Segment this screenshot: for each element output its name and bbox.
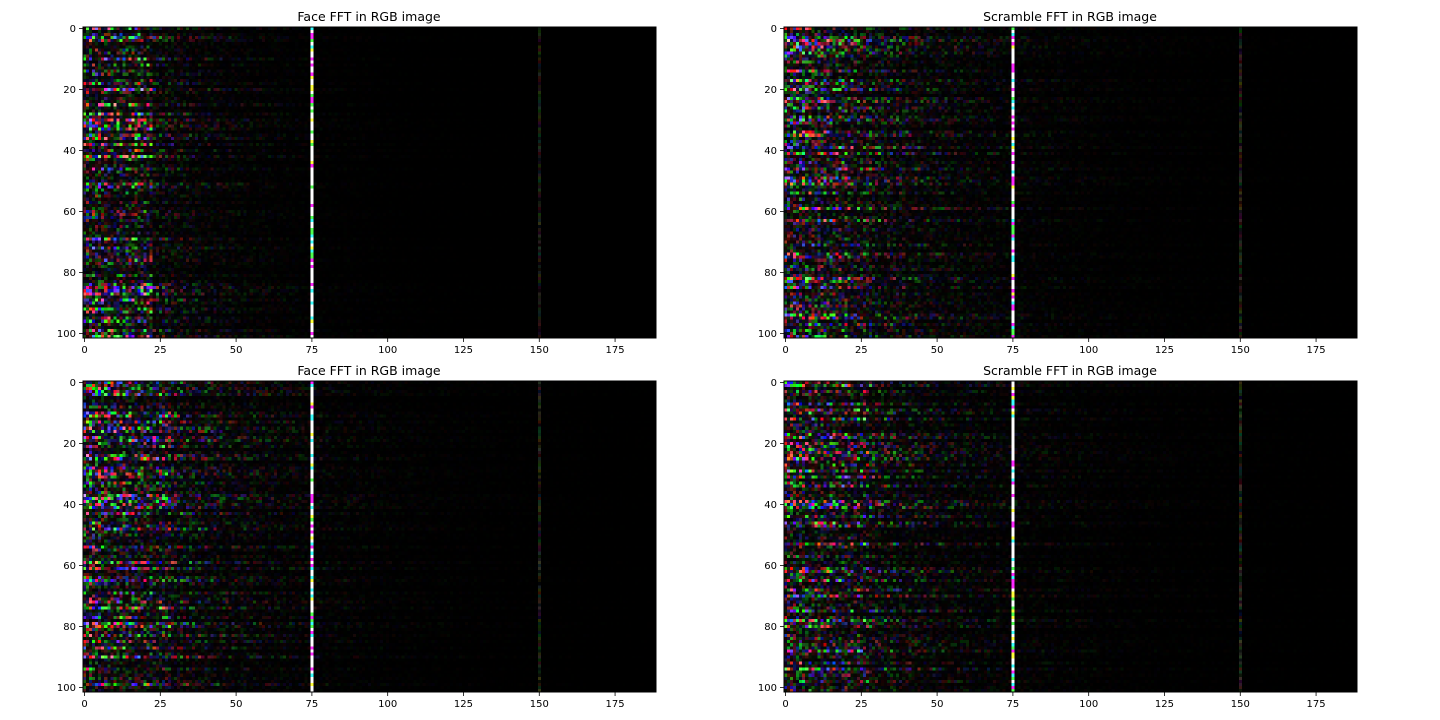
x-tick-label: 125 [454,345,473,356]
y-tick-label: 20 [63,439,76,450]
x-tick-label: 125 [454,699,473,710]
y-tick-label: 40 [764,500,777,511]
x-tick-label: 75 [1007,699,1020,710]
x-tick-label: 175 [606,345,625,356]
x-tick-label: 0 [782,345,788,356]
y-tick-label: 40 [63,146,76,157]
heatmap-image [83,27,656,338]
y-tick-label: 0 [70,24,76,35]
heatmap-plot-area: 0 25 50 75 100 125 150 175 0 20 40 60 80 100 [758,378,1358,710]
x-tick-label: 50 [931,345,944,356]
plot-frame [783,380,1358,693]
x-tick-label: 100 [378,345,397,356]
panel-title: Face FFT in RGB image [297,9,441,24]
y-tick-label: 60 [764,207,777,218]
y-tick-label: 80 [63,268,76,279]
x-tick-label: 125 [1155,699,1174,710]
plot-frame [82,380,657,693]
plot-frame [82,26,657,339]
x-tick-label: 100 [378,699,397,710]
heatmap-plot-area: 0 25 50 75 100 125 150 175 0 20 40 60 80 100 [57,24,657,356]
y-tick-label: 80 [764,622,777,633]
heatmap-plot-area: 0 25 50 75 100 125 150 175 0 20 40 60 80 100 [758,24,1358,356]
x-tick-label: 0 [81,345,87,356]
y-tick-label: 40 [764,146,777,157]
x-tick-label: 175 [606,699,625,710]
y-tick-label: 20 [63,85,76,96]
y-tick-label: 60 [764,561,777,572]
heatmap-image [784,27,1357,338]
panel-title: Face FFT in RGB image [297,363,441,378]
panel-title: Scramble FFT in RGB image [983,363,1157,378]
y-tick-label: 80 [63,622,76,633]
panel-face-bottom: Face FFT in RGB image 0 25 50 75 100 125 150 17… [57,363,657,710]
x-tick-label: 75 [1007,345,1020,356]
y-tick-label: 80 [764,268,777,279]
y-tick-label: 100 [57,329,76,340]
x-tick-label: 25 [855,699,868,710]
x-tick-label: 50 [230,699,243,710]
panel-title: Scramble FFT in RGB image [983,9,1157,24]
x-tick-label: 25 [154,345,167,356]
x-tick-label: 50 [230,345,243,356]
x-tick-label: 150 [1231,699,1250,710]
y-tick-label: 0 [771,378,777,389]
x-tick-label: 175 [1307,699,1326,710]
x-tick-label: 150 [530,699,549,710]
x-tick-label: 125 [1155,345,1174,356]
y-tick-label: 20 [764,85,777,96]
heatmap-plot-area: 0 25 50 75 100 125 150 175 0 20 40 60 80 100 [57,378,657,710]
x-tick-label: 175 [1307,345,1326,356]
panel-scramble-top: Scramble FFT in RGB image 0 25 50 75 100 125 1… [758,9,1358,356]
x-tick-label: 100 [1079,699,1098,710]
x-tick-label: 100 [1079,345,1098,356]
plot-frame [783,26,1358,339]
heatmap-image [784,381,1357,692]
x-tick-label: 75 [306,699,319,710]
x-tick-label: 25 [154,699,167,710]
panel-face-top: Face FFT in RGB image 0 25 50 75 100 125 150 17… [57,9,657,356]
y-tick-label: 100 [57,683,76,694]
x-tick-label: 0 [782,699,788,710]
y-tick-label: 60 [63,561,76,572]
x-tick-label: 25 [855,345,868,356]
y-tick-label: 100 [758,683,777,694]
y-tick-label: 0 [771,24,777,35]
panel-scramble-bottom: Scramble FFT in RGB image 0 25 50 75 100 125 1… [758,363,1358,710]
y-tick-label: 100 [758,329,777,340]
heatmap-image [83,381,656,692]
y-tick-label: 20 [764,439,777,450]
x-tick-label: 50 [931,699,944,710]
x-tick-label: 75 [306,345,319,356]
y-tick-label: 60 [63,207,76,218]
x-tick-label: 150 [530,345,549,356]
y-tick-label: 40 [63,500,76,511]
x-tick-label: 0 [81,699,87,710]
y-tick-label: 0 [70,378,76,389]
x-tick-label: 150 [1231,345,1250,356]
